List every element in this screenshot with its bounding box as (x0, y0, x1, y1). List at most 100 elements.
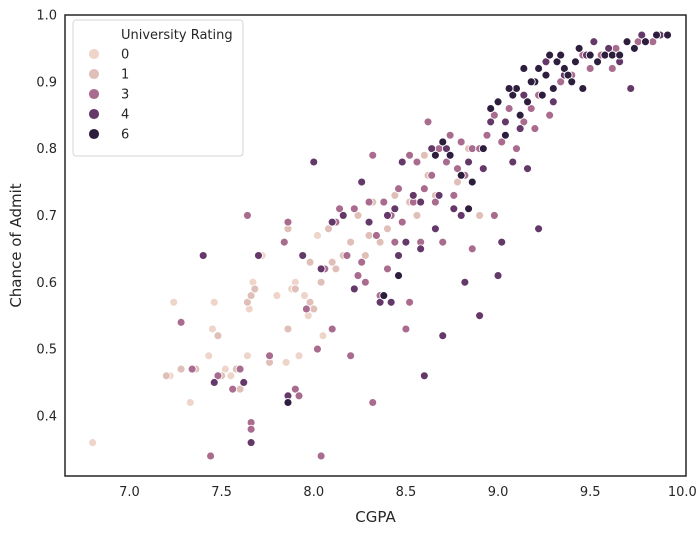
y-tick-label: 0.4 (36, 409, 57, 424)
scatter-point-rating-6 (500, 130, 510, 140)
scatter-point-rating-6 (585, 50, 595, 60)
scatter-point-rating-3 (371, 231, 381, 240)
scatter-point-rating-3 (383, 264, 392, 274)
scatter-point-rating-4 (548, 97, 558, 107)
scatter-point-rating-3 (364, 197, 374, 207)
scatter-point-rating-6 (574, 43, 584, 53)
legend-marker-4 (88, 108, 100, 120)
x-tick-label: 8.5 (396, 485, 417, 500)
scatter-point-rating-6 (379, 291, 389, 301)
scatter-point-rating-4 (316, 264, 326, 274)
scatter-point-rating-4 (508, 157, 518, 167)
scatter-point-rating-6 (663, 30, 673, 40)
x-tick-label: 8.0 (303, 485, 324, 500)
x-tick-label: 10.0 (668, 485, 696, 500)
scatter-point-rating-3 (489, 110, 499, 120)
scatter-point-rating-3 (519, 117, 529, 127)
scatter-point-rating-6 (523, 97, 532, 107)
scatter-point-rating-0 (294, 351, 304, 361)
scatter-point-rating-3 (353, 271, 363, 281)
scatter-point-rating-4 (460, 277, 470, 287)
scatter-point-rating-4 (397, 157, 407, 167)
scatter-point-rating-4 (500, 117, 510, 127)
scatter-point-rating-1 (246, 291, 256, 301)
legend-label-4: 4 (121, 108, 129, 123)
scatter-point-rating-3 (453, 164, 462, 174)
scatter-point-rating-1 (242, 297, 252, 307)
scatter-point-rating-6 (508, 90, 518, 100)
scatter-point-rating-0 (272, 291, 282, 301)
scatter-point-rating-4 (419, 371, 429, 381)
scatter-point-rating-4 (486, 117, 496, 127)
scatter-point-rating-3 (301, 304, 311, 314)
scatter-point-rating-3 (327, 324, 337, 334)
scatter-point-rating-1 (305, 297, 315, 307)
scatter-point-rating-4 (456, 210, 466, 220)
scatter-point-rating-3 (512, 144, 521, 154)
scatter-point-rating-0 (209, 297, 219, 307)
scatter-point-rating-4 (198, 251, 208, 260)
scatter-point-rating-6 (652, 30, 661, 40)
scatter-point-rating-4 (438, 331, 448, 341)
legend-marker-1 (88, 68, 100, 80)
scatter-point-rating-4 (449, 204, 459, 214)
scatter-point-rating-1 (419, 150, 429, 160)
scatter-point-rating-4 (416, 197, 426, 207)
y-tick-label: 0.9 (36, 75, 57, 90)
scatter-point-rating-6 (283, 398, 293, 407)
scatter-point-rating-3 (206, 451, 216, 461)
scatter-point-rating-3 (545, 110, 555, 120)
scatter-point-rating-4 (637, 30, 647, 40)
scatter-point-rating-3 (349, 204, 359, 214)
x-axis-ticks: 7.0 7.5 8.0 8.5 9.0 9.5 10.0 (119, 485, 696, 500)
scatter-point-rating-3 (368, 150, 378, 160)
legend-marker-6 (88, 128, 100, 140)
scatter-point-rating-4 (475, 311, 485, 321)
scatter-point-rating-6 (515, 110, 525, 120)
scatter-point-rating-1 (364, 231, 374, 240)
scatter-point-rating-4 (390, 204, 400, 214)
scatter-point-rating-3 (368, 398, 378, 407)
x-tick-label: 7.5 (211, 485, 232, 500)
scatter-point-rating-3 (394, 184, 403, 194)
scatter-point-rating-3 (346, 351, 356, 361)
scatter-point-rating-6 (537, 90, 547, 100)
scatter-point-rating-3 (497, 137, 507, 147)
scatter-point-rating-6 (559, 63, 569, 73)
scatter-point-rating-6 (519, 63, 529, 73)
scatter-point-rating-3 (242, 210, 252, 220)
scatter-point-rating-4 (357, 177, 367, 187)
scatter-point-rating-4 (309, 157, 319, 167)
scatter-point-rating-4 (364, 217, 374, 227)
scatter-point-rating-6 (512, 84, 521, 93)
scatter-point-rating-3 (342, 251, 352, 260)
scatter-point-rating-3 (442, 157, 451, 167)
scatter-point-rating-4 (349, 284, 359, 294)
scatter-point-rating-4 (626, 84, 636, 93)
y-tick-label: 0.5 (36, 343, 57, 358)
scatter-point-rating-4 (515, 124, 525, 134)
legend-marker-0 (88, 48, 100, 60)
scatter-point-rating-6 (534, 63, 544, 73)
scatter-point-rating-3 (585, 63, 595, 73)
scatter-point-rating-0 (207, 324, 217, 334)
scatter-point-rating-6 (641, 37, 650, 47)
scatter-point-rating-0 (226, 371, 236, 381)
scatter-point-rating-6 (570, 57, 580, 67)
scatter-point-rating-3 (445, 130, 455, 140)
scatter-point-rating-4 (209, 378, 219, 387)
scatter-point-rating-1 (375, 237, 385, 247)
scatter-point-rating-6 (493, 97, 503, 107)
scatter-point-rating-4 (394, 251, 403, 260)
scatter-point-rating-0 (313, 231, 322, 240)
legend-label-0: 0 (121, 48, 129, 63)
scatter-point-rating-3 (419, 184, 429, 194)
scatter-point-rating-1 (390, 190, 400, 200)
scatter-point-rating-0 (220, 364, 230, 374)
scatter-point-rating-6 (548, 84, 558, 93)
scatter-point-rating-1 (412, 210, 422, 220)
scatter-point-rating-4 (464, 157, 474, 167)
scatter-point-rating-1 (176, 364, 186, 374)
